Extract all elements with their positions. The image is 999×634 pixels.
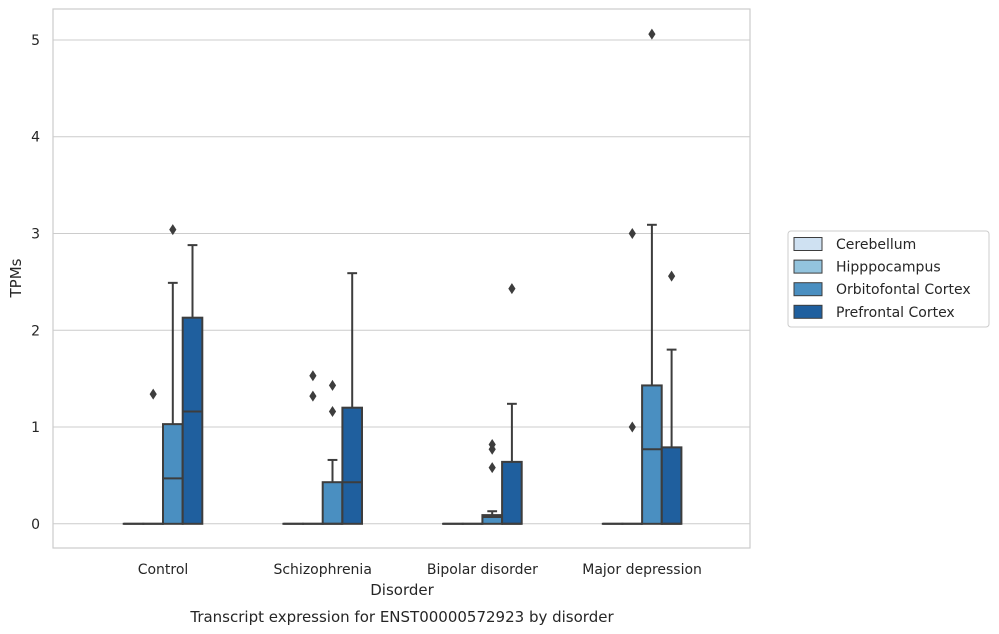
y-axis-label: TPMs: [7, 258, 25, 298]
outlier-point: [628, 421, 636, 433]
outlier-point: [488, 462, 496, 474]
outlier-point: [328, 379, 337, 391]
box-iqr: [162, 423, 184, 525]
y-tick-label: 5: [31, 33, 40, 49]
plot-frame: [52, 8, 751, 549]
legend-swatch: [793, 259, 823, 274]
legend-swatch: [793, 304, 823, 319]
box-3-2: [321, 379, 344, 525]
outlier-point: [508, 283, 516, 295]
box-marks: [122, 28, 683, 525]
legend-swatch: [793, 237, 823, 251]
x-tick-label: Schizophrenia: [273, 562, 371, 578]
box-4-3: [501, 283, 523, 525]
y-tick-label: 0: [31, 517, 40, 533]
x-tick-label: Major depression: [582, 562, 702, 578]
y-tick-labels: 0 1 2 3 4 5: [31, 33, 40, 533]
box-iqr: [641, 384, 663, 525]
outlier-point: [169, 224, 177, 236]
box-3-1: [162, 224, 184, 525]
outlier-point: [628, 228, 636, 240]
outlier-point: [668, 270, 676, 282]
legend-swatch: [793, 282, 823, 297]
box-iqr: [341, 406, 363, 525]
outlier-point: [309, 390, 317, 402]
outlier-point: [309, 370, 317, 382]
x-tick-label: Bipolar disorder: [427, 562, 538, 578]
outlier-point: [648, 28, 656, 40]
outlier-point: [328, 406, 337, 418]
legend-label: Cerebellum: [836, 237, 916, 253]
y-tick-label: 2: [31, 323, 40, 339]
outlier-point: [149, 388, 157, 400]
legend-label: Orbitofontal Cortex: [836, 282, 971, 298]
y-tick-label: 3: [31, 227, 40, 243]
box-3-3: [481, 438, 503, 525]
box-4-1: [181, 244, 204, 525]
box-iqr: [321, 481, 344, 525]
x-tick-label: Control: [138, 562, 189, 578]
box-iqr: [501, 460, 523, 525]
box-4-4: [660, 270, 683, 525]
outlier-point: [488, 438, 496, 450]
chart-caption: Transcript expression for ENST0000057292…: [189, 608, 614, 626]
legend-label: Prefrontal Cortex: [836, 305, 955, 321]
box-4-2: [341, 272, 363, 525]
y-tick-label: 1: [31, 420, 40, 436]
box-iqr: [181, 316, 204, 525]
y-tick-label: 4: [31, 130, 40, 146]
box-iqr: [660, 446, 683, 525]
x-tick-labels: Control Schizophrenia Bipolar disorder Majo…: [138, 562, 702, 578]
legend: Cerebellum Hipppocampus Orbitofontal Corte…: [787, 230, 990, 328]
legend-label: Hipppocampus: [836, 260, 941, 276]
x-axis-label: Disorder: [370, 581, 434, 599]
legend-frame: [787, 230, 990, 328]
